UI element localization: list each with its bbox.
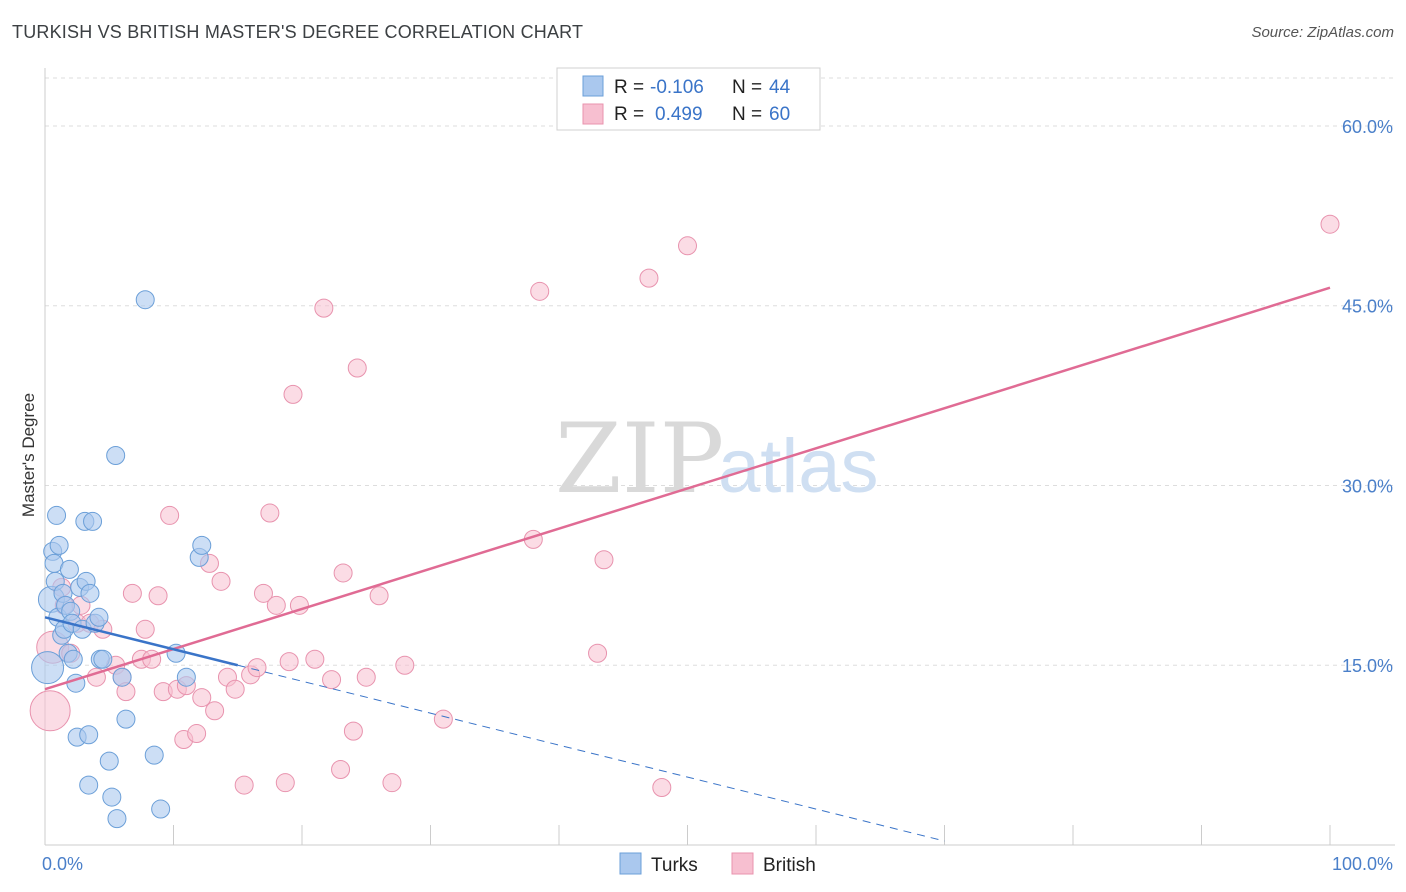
x-tick-label-0: 0.0%	[42, 854, 83, 874]
bottom-legend-label-turks: Turks	[651, 855, 698, 876]
turks-point-33	[107, 809, 127, 829]
british-point-57	[652, 777, 672, 797]
legend-r-label-1: R =	[614, 77, 644, 98]
british-point-48	[369, 586, 389, 606]
turks-point-31	[102, 787, 122, 807]
british-point-38	[283, 384, 303, 404]
legend-n-label-2: N =	[732, 104, 762, 125]
legend-n-value-1: 44	[769, 77, 791, 98]
british-point-32	[247, 658, 267, 678]
british-point-53	[530, 281, 550, 301]
y-axis-label: Master's Degree	[19, 393, 38, 517]
gridlines	[45, 77, 1395, 666]
x-tick-label-1: 100.0%	[1332, 854, 1393, 874]
british-point-41	[314, 298, 334, 318]
tick-labels: 15.0% 30.0% 45.0% 60.0% 0.0% 100.0%	[42, 117, 1393, 874]
british-point-46	[347, 358, 367, 378]
bottom-legend-swatch-turks	[619, 852, 642, 875]
turks-point-29	[93, 649, 113, 669]
y-tick-label-0: 15.0%	[1342, 656, 1393, 676]
watermark: ZIP atlas	[555, 403, 879, 515]
turks-point-43	[192, 535, 212, 555]
legend-r-value-2: 0.499	[655, 104, 703, 125]
legend-r-value-1: -0.106	[650, 77, 704, 98]
british-point-40	[305, 649, 325, 669]
british-point-19	[160, 505, 180, 525]
british-point-17	[148, 586, 168, 606]
legend-swatch-turks	[582, 75, 604, 97]
legend-n-label-1: N =	[732, 77, 762, 98]
turks-point-36	[79, 775, 99, 795]
legend-n-value-2: 60	[769, 104, 790, 125]
british-point-58	[678, 236, 697, 256]
british-point-43	[331, 759, 351, 779]
bottom-legend-label-british: British	[763, 855, 816, 876]
british-point-47	[356, 667, 376, 687]
chart-title: TURKISH VS BRITISH MASTER'S DEGREE CORRE…	[12, 22, 584, 42]
british-point-0	[29, 690, 71, 732]
turks-point-35	[116, 709, 136, 729]
british-point-37	[279, 652, 299, 672]
y-tick-label-3: 60.0%	[1342, 117, 1393, 137]
legend-swatch-british	[582, 103, 604, 125]
british-point-24	[192, 688, 212, 708]
turks-point-16	[63, 649, 83, 669]
trend-lines	[44, 286, 1331, 842]
turks-point-13	[59, 559, 79, 579]
legend-r-label-2: R =	[614, 104, 644, 125]
turks-point-30	[99, 751, 119, 771]
british-point-36	[275, 773, 295, 793]
turks-point-25	[83, 511, 103, 531]
watermark-zip: ZIP	[555, 403, 724, 515]
turks-point-32	[106, 446, 126, 466]
british-trend-line	[44, 286, 1331, 691]
turks-point-5	[47, 505, 67, 525]
source-label: Source: ZipAtlas.com	[1251, 24, 1394, 41]
british-point-56	[639, 268, 659, 288]
british-point-15	[135, 619, 155, 639]
turks-trend-line-extension	[237, 664, 945, 842]
british-point-45	[343, 721, 363, 741]
turks-point-24	[80, 583, 100, 603]
british-point-50	[395, 655, 415, 675]
turks-point-34	[112, 667, 132, 687]
british-point-49	[382, 773, 402, 793]
turks-trend-line	[44, 616, 239, 667]
british-point-23	[187, 724, 207, 744]
british-point-34	[260, 503, 280, 523]
british-point-51	[433, 709, 453, 729]
turks-point-23	[79, 725, 99, 745]
british-point-55	[594, 550, 614, 570]
turks-point-37	[144, 745, 164, 765]
stats-legend: R = -0.106 N = 44 R = 0.499 N = 60	[556, 67, 821, 131]
bottom-legend-swatch-british	[731, 852, 754, 875]
british-point-59	[1320, 214, 1340, 234]
turks-point-41	[176, 667, 196, 687]
y-tick-label-1: 30.0%	[1342, 476, 1393, 496]
british-point-42	[322, 670, 342, 690]
turks-point-0	[31, 651, 65, 685]
british-point-29	[225, 679, 245, 699]
british-point-13	[122, 583, 142, 603]
turks-point-38	[151, 799, 171, 819]
series-legend: Turks British	[619, 852, 816, 876]
british-point-33	[253, 583, 273, 603]
turks-point-39	[135, 290, 155, 310]
british-point-26	[205, 701, 225, 721]
british-point-30	[234, 775, 254, 795]
y-tick-label-2: 45.0%	[1342, 297, 1393, 317]
british-point-27	[211, 571, 231, 591]
british-point-54	[588, 643, 608, 663]
british-point-44	[333, 563, 353, 583]
turks-point-27	[89, 607, 109, 627]
british-point-35	[266, 595, 286, 615]
turks-point-7	[49, 535, 69, 555]
